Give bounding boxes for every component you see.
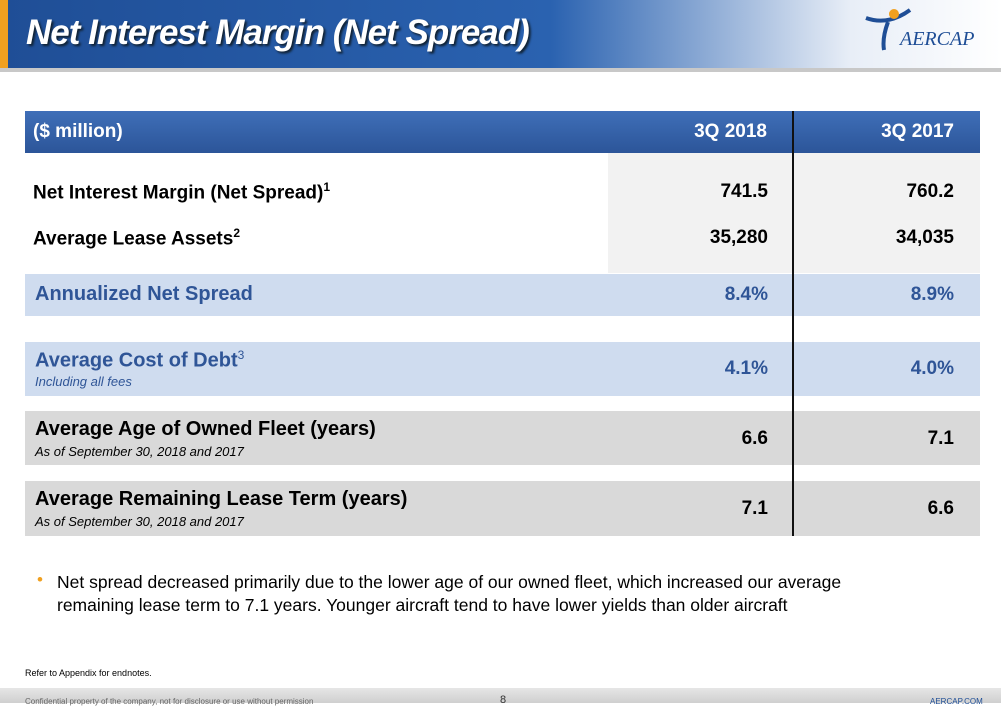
cell-value: 6.6: [741, 428, 768, 449]
row-label-text: Average Remaining Lease Term (years): [35, 488, 408, 510]
row-label: Annualized Net Spread: [35, 283, 253, 306]
row-label: Average Age of Owned Fleet (years): [35, 418, 376, 441]
row-label: Net Interest Margin (Net Spread)1: [33, 180, 330, 204]
row-label-text: Average Lease Assets: [33, 228, 234, 250]
header-bar: [0, 0, 1001, 68]
bullet-dot: •: [37, 570, 43, 589]
row-sublabel: As of September 30, 2018 and 2017: [35, 444, 244, 459]
cell-value: 4.0%: [910, 358, 954, 379]
row-note: 3: [237, 348, 245, 362]
row-note: 2: [233, 226, 241, 240]
cell-value: 34,035: [895, 227, 954, 248]
row-label: Average Remaining Lease Term (years): [35, 488, 407, 511]
row-sublabel: As of September 30, 2018 and 2017: [35, 514, 244, 529]
cell-value: 741.5: [720, 181, 768, 202]
row-bg: [25, 481, 980, 536]
footer-confidential: Confidential property of the company, no…: [25, 697, 314, 706]
cell-value: 8.9%: [910, 284, 954, 305]
cell-value: 760.2: [906, 181, 954, 202]
value-bg: [608, 153, 980, 273]
page-number: 8: [500, 694, 507, 706]
cell-value: 4.1%: [724, 358, 768, 379]
title: Net Interest Margin (Net Spread): [26, 13, 530, 52]
footer-bar: [0, 688, 1001, 703]
cell-value: 35,280: [709, 227, 768, 248]
footer-site: AERCAP.COM: [930, 697, 983, 706]
column-header: 3Q 2017: [793, 111, 980, 153]
footnote: Refer to Appendix for endnotes.: [25, 668, 152, 678]
cell-value: 7.1: [927, 428, 954, 449]
row-bg: [25, 411, 980, 465]
logo-icon: [865, 8, 912, 51]
row-label-text: Annualized Net Spread: [35, 283, 253, 305]
row-note: 1: [323, 180, 331, 194]
accent-strip: [0, 0, 8, 68]
row-label: Average Lease Assets2: [33, 226, 240, 250]
cell-value: 8.4%: [724, 284, 768, 305]
column-divider: [792, 111, 794, 536]
logo-text: AERCAP: [900, 28, 975, 50]
row-label-text: Net Interest Margin (Net Spread): [33, 182, 324, 204]
row-sublabel: Including all fees: [35, 374, 132, 389]
column-header: ($ million): [25, 111, 608, 153]
row-label-text: Average Age of Owned Fleet (years): [35, 418, 376, 440]
row-bg: [25, 274, 980, 316]
row-bg: [25, 342, 980, 396]
header-rule: [0, 68, 1001, 72]
cell-value: 7.1: [741, 498, 768, 519]
row-label: Average Cost of Debt3: [35, 348, 244, 373]
column-header: 3Q 2018: [608, 111, 793, 153]
bullet-text: Net spread decreased primarily due to th…: [57, 572, 842, 615]
row-label-text: Average Cost of Debt: [35, 349, 238, 372]
cell-value: 6.6: [927, 498, 954, 519]
